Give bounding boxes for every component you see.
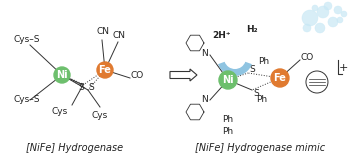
FancyArrow shape <box>170 69 197 81</box>
Text: Ni: Ni <box>222 75 234 85</box>
Circle shape <box>341 11 347 17</box>
Text: Fe: Fe <box>99 65 111 75</box>
Text: Fe: Fe <box>274 73 286 83</box>
Wedge shape <box>218 62 252 76</box>
Circle shape <box>97 62 113 78</box>
Text: Ph: Ph <box>222 127 233 136</box>
Text: 2e⁻: 2e⁻ <box>227 47 243 56</box>
Circle shape <box>337 17 343 23</box>
Text: CO: CO <box>131 71 144 80</box>
Circle shape <box>271 69 289 87</box>
Circle shape <box>219 71 237 89</box>
Text: +: + <box>339 63 349 73</box>
Text: Cys: Cys <box>52 107 68 117</box>
Text: CN: CN <box>113 31 126 39</box>
Circle shape <box>315 23 325 33</box>
Circle shape <box>328 17 338 27</box>
Text: S: S <box>78 83 84 93</box>
Circle shape <box>303 24 311 32</box>
Circle shape <box>302 10 318 26</box>
Circle shape <box>312 5 318 11</box>
Text: 2H⁺: 2H⁺ <box>213 31 231 39</box>
Circle shape <box>54 67 70 83</box>
Circle shape <box>334 6 342 14</box>
Text: S: S <box>249 66 255 75</box>
Text: N: N <box>201 95 208 105</box>
Text: Ph: Ph <box>222 115 233 124</box>
Text: CN: CN <box>97 27 110 37</box>
Text: Ph: Ph <box>258 58 269 66</box>
Text: H₂: H₂ <box>246 25 258 34</box>
Text: CO: CO <box>301 54 314 63</box>
Text: N: N <box>201 49 208 58</box>
Text: [NiFe] Hydrogenase mimic: [NiFe] Hydrogenase mimic <box>195 143 325 153</box>
Text: Cys–S: Cys–S <box>14 36 41 44</box>
Circle shape <box>324 2 332 10</box>
Text: Cys: Cys <box>92 110 108 119</box>
Text: [NiFe] Hydrogenase: [NiFe] Hydrogenase <box>27 143 124 153</box>
Text: Ph: Ph <box>257 95 267 105</box>
Text: Ni: Ni <box>56 70 68 80</box>
Circle shape <box>317 6 329 18</box>
Text: S: S <box>88 83 94 93</box>
Text: S: S <box>253 88 259 98</box>
Text: Cys–S: Cys–S <box>14 95 41 105</box>
